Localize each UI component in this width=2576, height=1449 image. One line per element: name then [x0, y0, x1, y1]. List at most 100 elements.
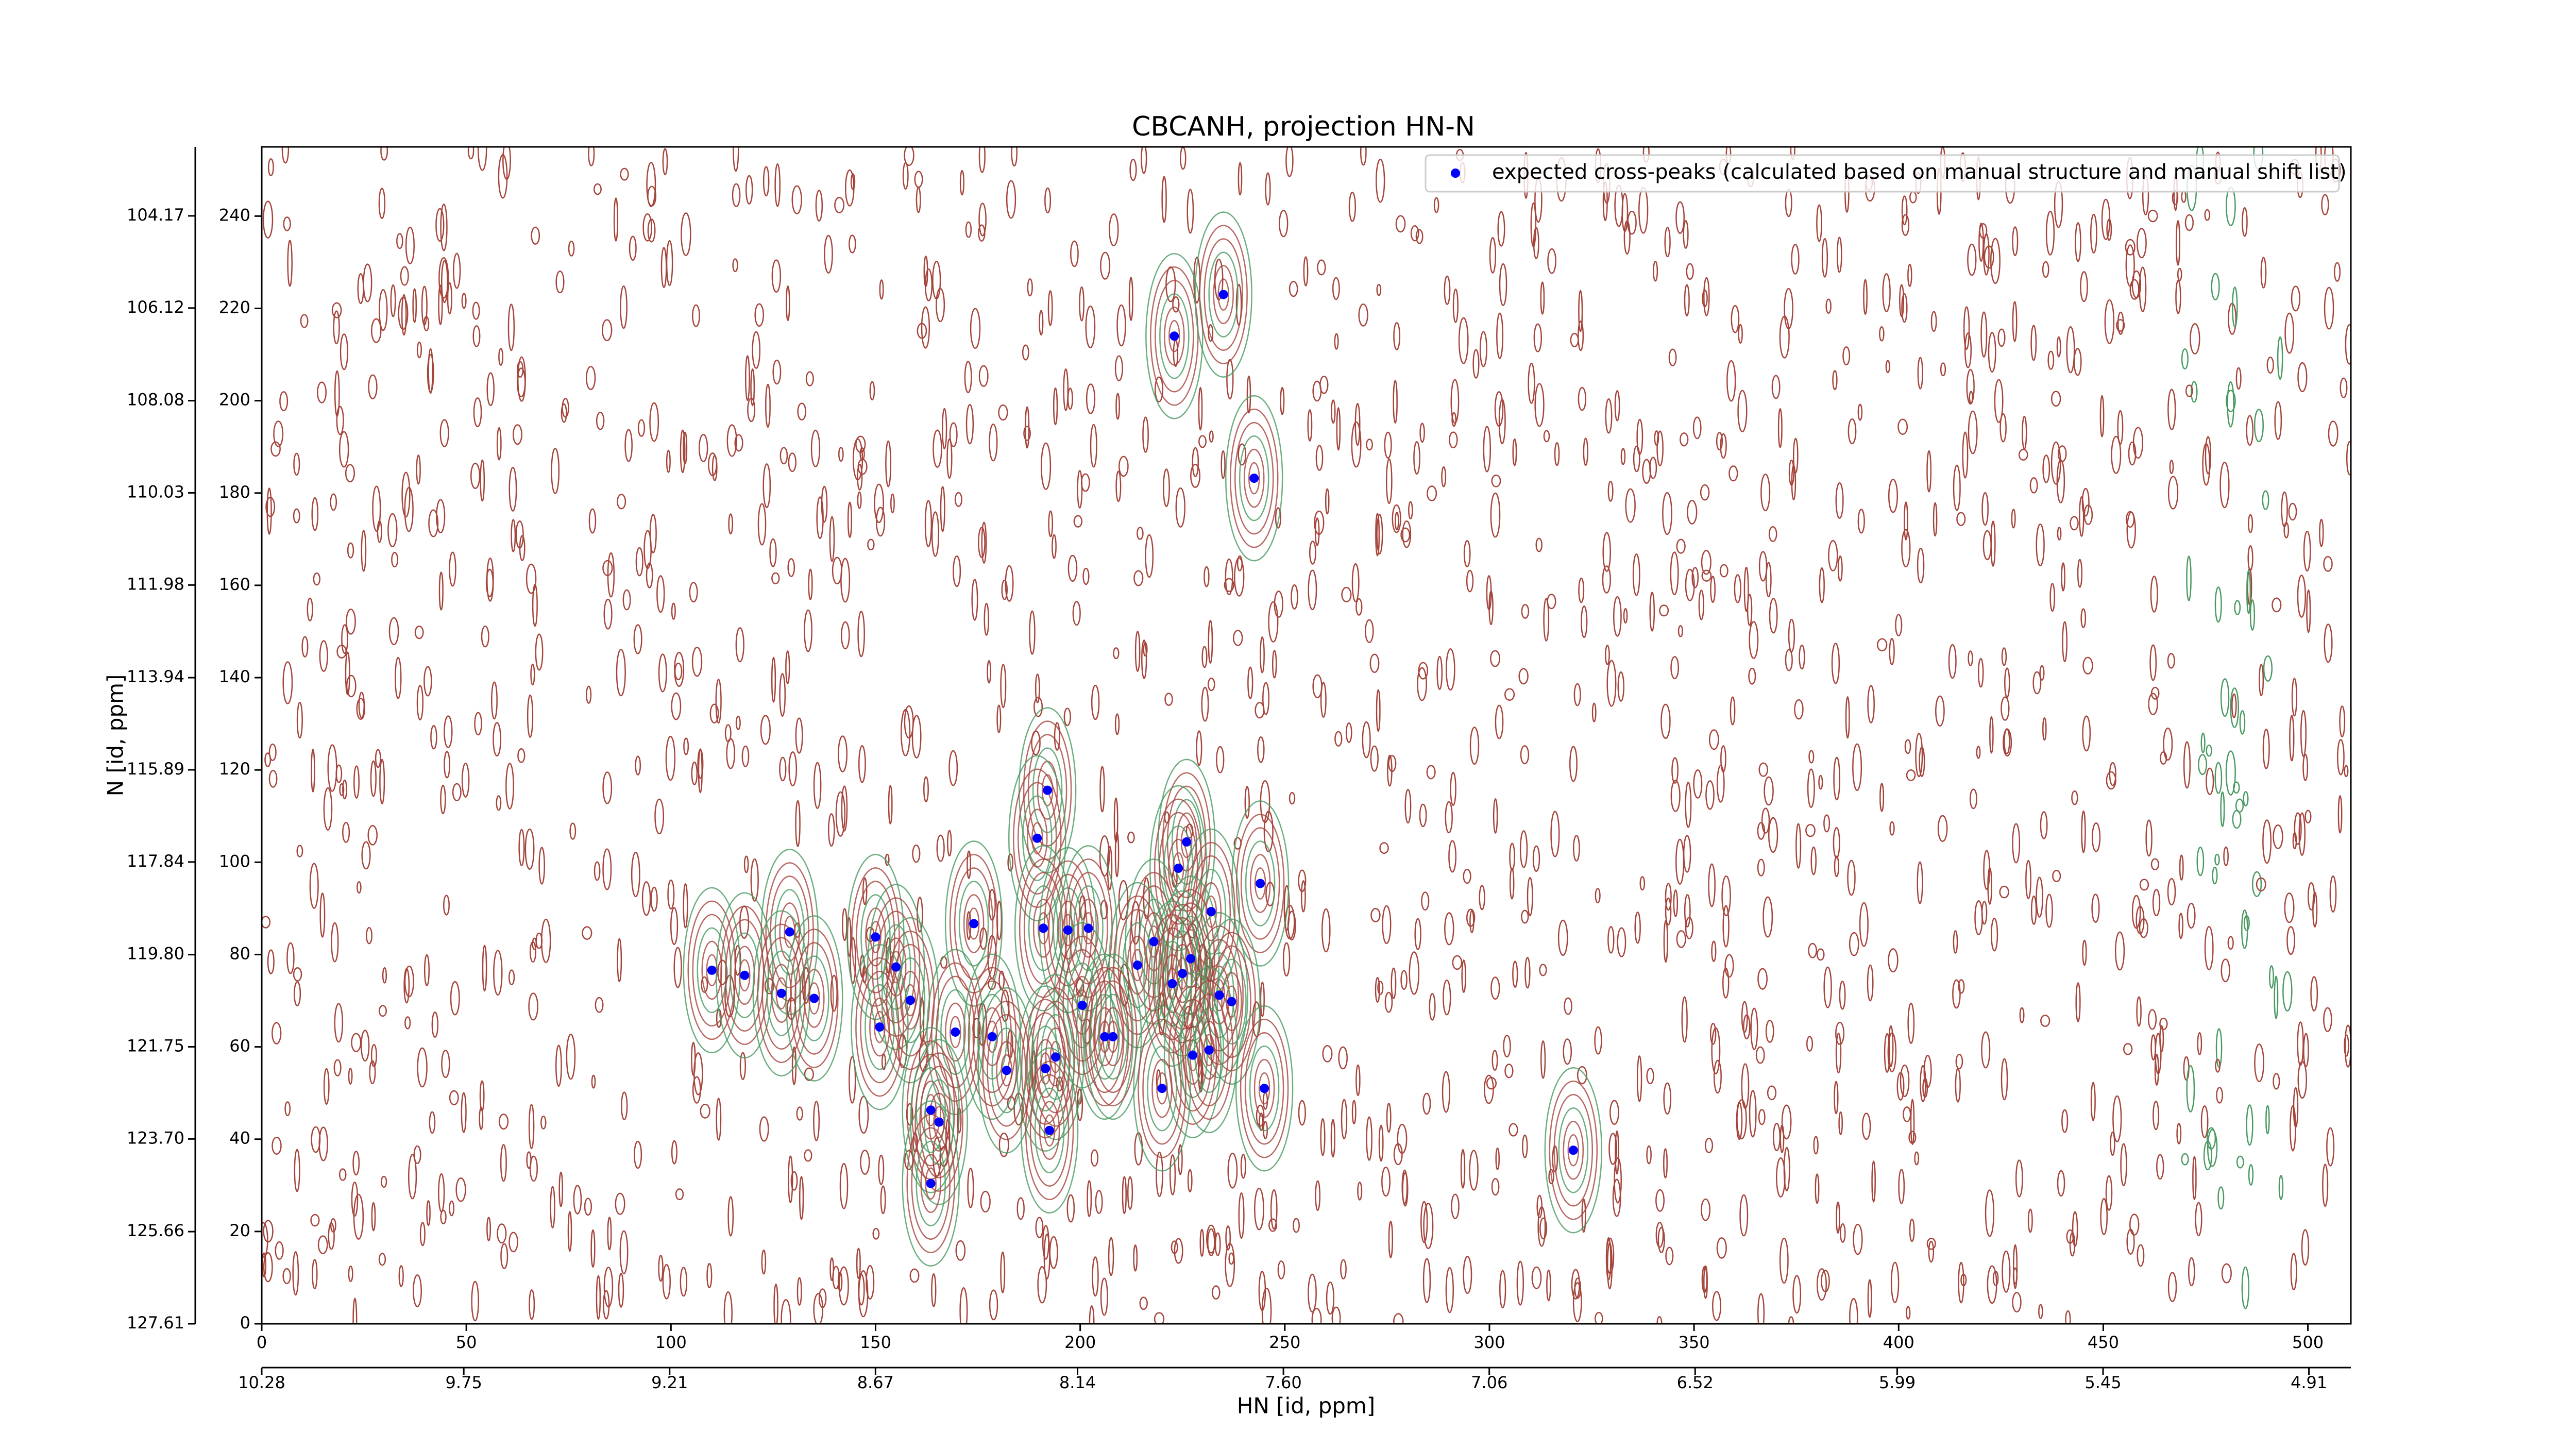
contour	[900, 970, 921, 1030]
noise-contour	[529, 1289, 535, 1320]
noise-contour	[441, 1050, 450, 1079]
noise-contour	[371, 1202, 376, 1232]
x2-tick-label: 4.91	[2291, 1373, 2327, 1392]
contour	[991, 1027, 1022, 1114]
noise-contour	[805, 371, 814, 386]
noise-contour	[2045, 211, 2055, 256]
noise-contour	[1808, 750, 1815, 764]
noise-contour	[1917, 357, 1923, 390]
noise-contour	[1370, 745, 1379, 772]
noise-contour	[635, 547, 643, 577]
noise-contour	[1331, 1306, 1341, 1324]
cross-peak	[1039, 923, 1048, 933]
noise-contour	[369, 1060, 376, 1085]
noise-contour	[1933, 502, 1938, 537]
noise-contour	[909, 1268, 920, 1283]
contour	[1180, 825, 1193, 858]
noise-contour	[431, 1012, 439, 1038]
noise-contour	[2036, 523, 2045, 567]
cross-peak	[740, 970, 750, 980]
noise-contour	[1091, 684, 1100, 720]
noise-contour	[368, 374, 378, 399]
noise-contour	[1005, 565, 1014, 602]
noise-contour	[573, 1185, 582, 1215]
cross-peak	[1002, 1066, 1011, 1075]
noise-contour	[1190, 463, 1201, 488]
noise-contour	[1785, 649, 1793, 671]
noise-contour	[959, 1287, 968, 1324]
cross-peak	[1249, 474, 1259, 483]
noise-contour	[281, 147, 290, 164]
cross-peak	[707, 965, 717, 975]
noise-contour	[1702, 289, 1708, 308]
noise-contour	[1330, 1119, 1335, 1158]
noise-contour	[1953, 930, 1958, 954]
noise-contour	[1914, 1151, 1920, 1166]
noise-contour	[631, 851, 640, 898]
noise-contour	[1741, 1063, 1750, 1109]
noise-contour	[759, 1116, 769, 1142]
noise-contour	[1463, 540, 1471, 567]
noise-contour	[1095, 1190, 1103, 1214]
noise-contour	[838, 735, 848, 772]
noise-contour	[439, 419, 449, 447]
noise-contour	[2251, 871, 2262, 897]
x2-tick-label: 7.06	[1471, 1373, 1507, 1392]
plot-frame	[261, 146, 2352, 1325]
contour	[1041, 774, 1054, 806]
noise-contour	[1692, 416, 1702, 440]
noise-contour	[902, 162, 909, 190]
contour	[706, 954, 718, 987]
noise-contour	[493, 722, 501, 756]
noise-contour	[649, 514, 657, 553]
contour	[739, 959, 751, 992]
noise-contour	[1490, 492, 1501, 538]
noise-contour	[1409, 951, 1420, 995]
noise-contour	[840, 558, 851, 603]
contour	[1168, 319, 1180, 352]
noise-contour	[2049, 583, 2056, 612]
noise-contour	[830, 974, 838, 1012]
noise-contour	[2216, 1087, 2223, 1104]
noise-contour	[1472, 349, 1480, 379]
noise-contour	[1867, 964, 1874, 1002]
cross-peak	[1188, 1050, 1198, 1060]
noise-contour	[387, 513, 398, 548]
noise-contour	[319, 892, 326, 938]
noise-contour	[1813, 1136, 1819, 1155]
x-tick-label: 350	[1679, 1333, 1710, 1352]
noise-contour	[1743, 566, 1749, 612]
noise-contour	[1834, 855, 1839, 878]
noise-contour	[2080, 608, 2087, 628]
cross-peak	[1132, 961, 1142, 970]
noise-contour	[658, 1254, 664, 1282]
noise-contour	[615, 1192, 625, 1215]
noise-contour	[1386, 1102, 1392, 1133]
noise-contour	[2181, 1153, 2189, 1166]
noise-contour	[348, 1068, 353, 1085]
noise-contour	[1240, 1154, 1246, 1179]
noise-contour	[352, 1151, 360, 1176]
noise-contour	[1524, 957, 1531, 989]
noise-contour	[1225, 1242, 1235, 1287]
noise-contour	[1355, 1064, 1361, 1096]
contour	[950, 1016, 961, 1049]
noise-contour	[1108, 1237, 1114, 1276]
noise-contour	[370, 1043, 377, 1067]
noise-contour	[2215, 1058, 2221, 1073]
peak-contours	[683, 211, 1603, 1267]
noise-contour	[2112, 1095, 2122, 1142]
noise-contour	[2319, 518, 2324, 547]
noise-contour	[497, 1223, 507, 1244]
noise-contour	[2188, 1257, 2195, 1287]
noise-contour	[621, 1091, 628, 1121]
noise-contour	[500, 1144, 507, 1182]
noise-contour	[1321, 908, 1331, 953]
noise-contour	[1539, 964, 1547, 976]
noise-contour	[518, 829, 525, 867]
contour	[1159, 812, 1198, 925]
cross-peak	[1100, 1032, 1110, 1041]
noise-contour	[1741, 1001, 1748, 1033]
noise-contour	[1602, 532, 1612, 572]
noise-contour	[978, 203, 987, 237]
